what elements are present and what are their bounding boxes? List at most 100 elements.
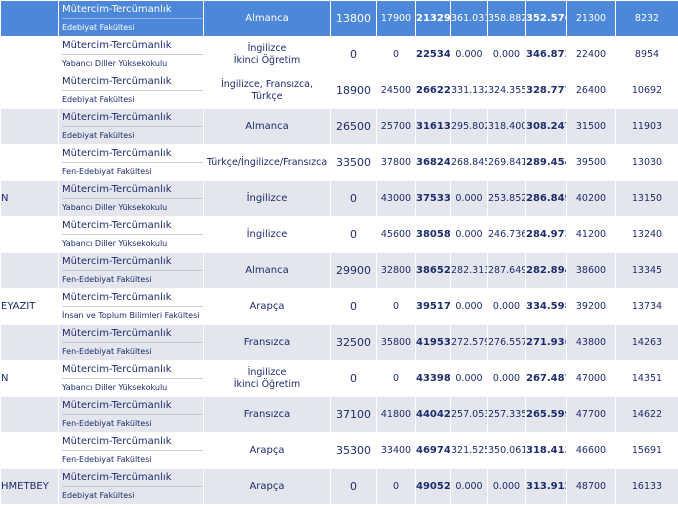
success-rank-cell: 46600 [566,432,616,469]
program-name[interactable]: Mütercim-Tercümanlık [62,2,203,19]
quota-cell: 35300 [330,432,377,469]
quota-cell: 0 [330,180,377,217]
program-name[interactable]: Mütercim-Tercümanlık [62,290,203,307]
score-min-cell: 0.000 [450,180,488,217]
university-cell [0,324,59,361]
rank-cell: 43398 [415,360,451,397]
base-rank-cell: 13734 [615,288,678,325]
quota-cell: 26500 [330,108,377,145]
rank-cell: 46974 [415,432,451,469]
program-cell: Mütercim-Tercümanlık Edebiyat Fakültesi [58,72,204,109]
count-cell: 41800 [376,396,416,433]
language-label: Almanca [245,264,289,276]
program-name[interactable]: Mütercim-Tercümanlık [62,38,203,55]
program-name[interactable]: Mütercim-Tercümanlık [62,110,203,127]
language-cell: Almanca [203,108,331,145]
program-name[interactable]: Mütercim-Tercümanlık [62,218,203,235]
quota-cell: 0 [330,36,377,73]
program-name[interactable]: Mütercim-Tercümanlık [62,182,203,199]
program-name[interactable]: Mütercim-Tercümanlık [62,434,203,451]
score-mid-cell: 269.841 [487,144,526,181]
rank-cell: 44042 [415,396,451,433]
faculty-name: Fen-Edebiyat Fakültesi [62,455,152,464]
program-name[interactable]: Mütercim-Tercümanlık [62,362,203,379]
program-cell: Mütercim-Tercümanlık Fen-Edebiyat Fakülte… [58,324,204,361]
program-name[interactable]: Mütercim-Tercümanlık [62,146,203,163]
rank-cell: 22534 [415,36,451,73]
language-label: Almanca [245,120,289,132]
base-rank-cell: 13150 [615,180,678,217]
program-cell: Mütercim-Tercümanlık Yabancı Diller Yükse… [58,360,204,397]
score-mid-cell: 257.335 [487,396,526,433]
program-name[interactable]: Mütercim-Tercümanlık [62,74,203,91]
program-cell: Mütercim-Tercümanlık Edebiyat Fakültesi [58,108,204,145]
table-row[interactable]: N Mütercim-Tercümanlık Yabancı Diller Yüks… [0,360,678,397]
score-min-cell: 272.579 [450,324,488,361]
score-min-cell: 282.313 [450,252,488,289]
table-row[interactable]: Mütercim-Tercümanlık Fen-Edebiyat Fakülte… [0,324,678,361]
program-cell: Mütercim-Tercümanlık Yabancı Diller Yükse… [58,216,204,253]
quota-cell: 18900 [330,72,377,109]
score-mid-cell: 253.852 [487,180,526,217]
score-max-cell: 289.454 [525,144,567,181]
score-min-cell: 331.132 [450,72,488,109]
table-row[interactable]: Mütercim-Tercümanlık Yabancı Diller Yükse… [0,36,678,73]
university-cell [0,36,59,73]
program-cell: Mütercim-Tercümanlık Edebiyat Fakültesi [58,468,204,505]
program-cell: Mütercim-Tercümanlık İnsan ve Toplum Bili… [58,288,204,325]
language-label: Türkçe/İngilizce/Fransızca [206,156,328,168]
count-cell: 0 [376,36,416,73]
score-mid-cell: 246.736 [487,216,526,253]
university-cell [0,108,59,145]
success-rank-cell: 26400 [566,72,616,109]
score-mid-cell: 318.400 [487,108,526,145]
program-cell: Mütercim-Tercümanlık Edebiyat Fakültesi [58,0,204,37]
count-cell: 43000 [376,180,416,217]
faculty-name: Edebiyat Fakültesi [62,131,135,140]
quota-cell: 37100 [330,396,377,433]
score-min-cell: 321.525 [450,432,488,469]
score-min-cell: 0.000 [450,360,488,397]
count-cell: 32800 [376,252,416,289]
program-cell: Mütercim-Tercümanlık Fen-Edebiyat Fakülte… [58,396,204,433]
language-label: İngilizce, Fransızca, Türkçe [220,78,314,102]
count-cell: 35800 [376,324,416,361]
table-row[interactable]: Mütercim-Tercümanlık Yabancı Diller Yükse… [0,216,678,253]
table-row[interactable]: Mütercim-Tercümanlık Fen-Edebiyat Fakülte… [0,396,678,433]
base-rank-cell: 8954 [615,36,678,73]
language-cell: Arapça [203,288,331,325]
success-rank-cell: 48700 [566,468,616,505]
table-row[interactable]: Mütercim-Tercümanlık Edebiyat Fakültesi Al… [0,0,678,37]
table-row[interactable]: Mütercim-Tercümanlık Fen-Edebiyat Fakülte… [0,144,678,181]
table-row[interactable]: EYAZIT Mütercim-Tercümanlık İnsan ve Toplu… [0,288,678,325]
score-max-cell: 265.599 [525,396,567,433]
program-cell: Mütercim-Tercümanlık Yabancı Diller Yükse… [58,180,204,217]
quota-cell: 29900 [330,252,377,289]
table-row[interactable]: Mütercim-Tercümanlık Edebiyat Fakültesi Al… [0,108,678,145]
table-row[interactable]: Mütercim-Tercümanlık Fen-Edebiyat Fakülte… [0,432,678,469]
table-row[interactable]: HMETBEY Mütercim-Tercümanlık Edebiyat Fakü… [0,468,678,505]
success-rank-cell: 31500 [566,108,616,145]
university-cell [0,432,59,469]
quota-cell: 13800 [330,0,377,37]
success-rank-cell: 38600 [566,252,616,289]
language-cell: İngilizce, Fransızca, Türkçe [203,72,331,109]
score-max-cell: 346.873 [525,36,567,73]
program-name[interactable]: Mütercim-Tercümanlık [62,398,203,415]
table-row[interactable]: N Mütercim-Tercümanlık Yabancı Diller Yüks… [0,180,678,217]
table-row[interactable]: Mütercim-Tercümanlık Fen-Edebiyat Fakülte… [0,252,678,289]
score-min-cell: 0.000 [450,288,488,325]
quota-cell: 0 [330,468,377,505]
language-label: İngilizce [246,228,288,240]
table-row[interactable]: Mütercim-Tercümanlık Edebiyat Fakültesi İn… [0,72,678,109]
program-name[interactable]: Mütercim-Tercümanlık [62,254,203,271]
program-name[interactable]: Mütercim-Tercümanlık [62,326,203,343]
university-cell [0,0,59,37]
rank-cell: 39517 [415,288,451,325]
success-rank-cell: 47700 [566,396,616,433]
program-name[interactable]: Mütercim-Tercümanlık [62,470,203,487]
program-cell: Mütercim-Tercümanlık Fen-Edebiyat Fakülte… [58,432,204,469]
language-cell: Almanca [203,252,331,289]
base-rank-cell: 8232 [615,0,678,37]
language-cell: Arapça [203,468,331,505]
